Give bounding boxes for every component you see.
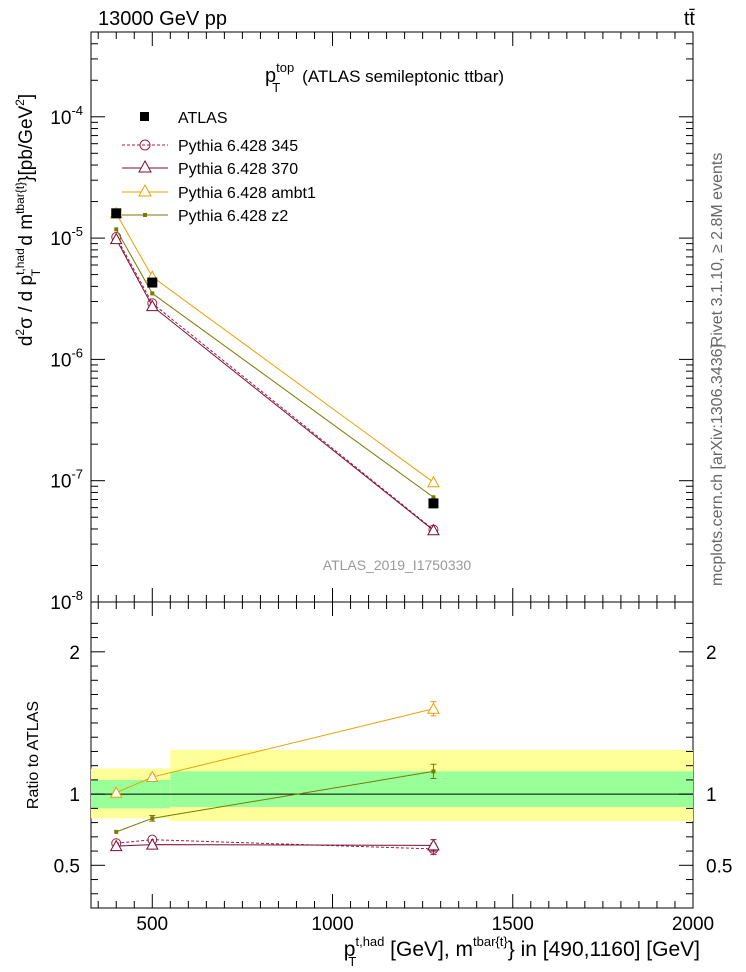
- legend-label-370: Pythia 6.428 370: [178, 161, 298, 178]
- y-tick-label: 10-6: [50, 345, 83, 371]
- legend-marker-ambt1: [138, 183, 152, 197]
- series-line: [115, 229, 434, 498]
- ratio-series-point: [114, 829, 119, 834]
- series-point: [427, 523, 440, 536]
- ratio-y-tick-label: 1: [69, 785, 80, 806]
- x-tick-label: 2000: [672, 914, 714, 935]
- energy-label: 13000 GeV pp: [98, 8, 227, 30]
- ratio-series: [109, 701, 440, 856]
- ratio-y-tick-label-right: 2: [706, 643, 717, 664]
- x-tick-label: 1000: [311, 914, 353, 935]
- main-series: [109, 206, 440, 536]
- series-point: [114, 227, 119, 232]
- ratio-series-point: [431, 769, 436, 774]
- atlas-data-point: [111, 208, 122, 219]
- series-line: [115, 236, 434, 531]
- process-label: tt̄: [684, 8, 696, 30]
- series-point: [431, 495, 436, 500]
- ratio-y-tick-label: 2: [69, 643, 80, 664]
- legend-marker-atlas: [140, 112, 149, 121]
- series-point: [145, 299, 159, 312]
- ratio-bands: [91, 750, 693, 822]
- atlas-data-points: [111, 208, 439, 509]
- legend-marker-z2: [143, 213, 147, 217]
- legend-label-atlas: ATLAS: [178, 110, 228, 127]
- ratio-series-line: [116, 844, 434, 847]
- series-point: [427, 475, 440, 488]
- plot-title: ptop T(ATLAS semileptonic ttbar): [265, 60, 504, 95]
- legend-label-z2: Pythia 6.428 z2: [178, 208, 288, 225]
- x-axis-label: pt,had T [GeV], mtbar{t}} in [490,1160] […: [344, 934, 700, 969]
- ratio-series-point: [427, 702, 440, 714]
- ratio-y-tick-label-right: 1: [706, 785, 717, 806]
- y-tick-label: 10-4: [50, 103, 83, 129]
- atlas-data-point: [428, 498, 439, 509]
- ratio-series-point: [109, 786, 123, 798]
- ratio-band-inner: [170, 771, 693, 807]
- ratio-y-axis-label: Ratio to ATLAS: [25, 701, 42, 809]
- ratio-series-point: [145, 770, 159, 783]
- series-line: [115, 213, 434, 483]
- legend: ATLAS Pythia 6.428 345 Pythia 6.428 370 …: [122, 110, 316, 225]
- legend-label-ambt1: Pythia 6.428 ambt1: [178, 185, 316, 202]
- legend-label-345: Pythia 6.428 345: [178, 138, 298, 155]
- ratio-y-tick-label: 0.5: [54, 856, 80, 877]
- y-tick-label: 10-5: [50, 224, 83, 250]
- legend-marker-370: [138, 159, 152, 173]
- series-line: [115, 238, 434, 531]
- legend-marker-345: [139, 139, 151, 151]
- ratio-series-point: [109, 839, 123, 852]
- rivet-label: Rivet 3.1.10, ≥ 2.8M events: [709, 153, 726, 348]
- atlas-data-point: [147, 277, 158, 288]
- ratio-series-point: [150, 816, 155, 821]
- axis-ticks: 500 1000 1500 2000 10-8 10-7 10-6 10-5 10-4 0.5 0.…: [50, 31, 732, 935]
- analysis-label: ATLAS_2019_I1750330: [323, 557, 472, 573]
- series-point: [150, 291, 155, 296]
- x-tick-label: 1500: [492, 914, 534, 935]
- x-tick-label: 500: [136, 914, 168, 935]
- series-point: [109, 232, 123, 245]
- ratio-y-tick-label-right: 0.5: [706, 856, 732, 877]
- y-tick-label: 10-8: [50, 588, 83, 614]
- ratio-series-point: [145, 838, 159, 850]
- y-axis-label: d2σ / d pt,had T d mtbar{t}}[pb/GeV2]: [13, 94, 43, 346]
- y-tick-label: 10-7: [50, 467, 83, 493]
- ratio-series-point: [427, 838, 440, 851]
- mcplots-label: mcplots.cern.ch [arXiv:1306.3436]: [709, 344, 726, 586]
